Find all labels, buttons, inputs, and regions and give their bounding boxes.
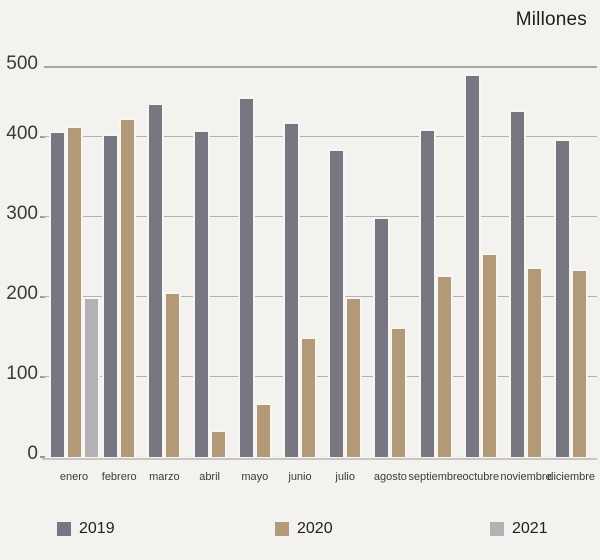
bar-2020-julio [347, 298, 361, 457]
y-axis-label: 300 [6, 202, 38, 224]
bar-2019-noviembre [511, 112, 524, 457]
bar-2020-septiembre [437, 277, 451, 457]
bar-2019-agosto [375, 218, 389, 457]
x-axis-label: abril [199, 471, 220, 483]
bar-2020-noviembre [528, 269, 541, 457]
bar-2020-diciembre [573, 270, 587, 457]
x-axis-label: agosto [373, 471, 407, 483]
bar-2020-junio [302, 338, 315, 457]
bar-2019-enero [50, 133, 64, 457]
legend-label: 2020 [297, 520, 333, 537]
bar-2020-marzo [166, 294, 180, 457]
x-axis-label: febrero [101, 471, 137, 483]
bar-2019-julio [330, 150, 344, 457]
legend-swatch [57, 522, 71, 536]
bar-2021-enero [84, 298, 98, 457]
bar-2020-enero [67, 128, 81, 457]
bar-2019-diciembre [556, 140, 570, 457]
y-axis-label: 200 [6, 282, 38, 304]
bar-2020-agosto [392, 328, 406, 457]
bar-2019-marzo [149, 105, 163, 457]
gridline [42, 375, 597, 378]
legend-label: 2021 [512, 520, 548, 537]
gridline [42, 215, 597, 218]
bar-2020-febrero [121, 119, 135, 457]
x-axis-label: junio [288, 471, 312, 483]
y-axis-label: 0 [27, 442, 38, 464]
gridline [42, 295, 597, 298]
y-axis-label: 400 [6, 122, 38, 144]
x-axis-line [42, 457, 597, 460]
x-axis-label: enero [59, 471, 89, 483]
bar-2020-abril [211, 431, 225, 457]
legend-item-2021: 2021 [490, 520, 548, 538]
bar-2020-octubre [482, 254, 496, 457]
x-axis-label: octubre [462, 471, 500, 483]
x-axis-label: marzo [149, 471, 180, 483]
legend-item-2020: 2020 [275, 520, 333, 538]
x-axis-label: julio [335, 471, 355, 483]
bar-2019-abril [194, 131, 208, 457]
x-axis-label: septiembre [408, 471, 463, 483]
bar-2019-febrero [104, 135, 118, 457]
y-axis-label: 500 [6, 52, 38, 74]
bar-2019-octubre [465, 75, 479, 457]
x-axis-label: mayo [241, 471, 269, 483]
legend-swatch [275, 522, 289, 536]
x-axis-label: diciembre [547, 471, 596, 483]
bar-2019-septiembre [420, 130, 434, 457]
legend-item-2019: 2019 [57, 520, 115, 538]
y-axis-label: 100 [6, 362, 38, 384]
legend-swatch [490, 522, 504, 536]
bar-2020-mayo [256, 404, 270, 457]
gridline [42, 135, 597, 138]
top-gridline [44, 65, 597, 68]
legend-label: 2019 [79, 520, 115, 537]
bar-2019-junio [285, 123, 298, 457]
y-axis-tick [40, 455, 45, 458]
x-axis-label: noviembre [500, 471, 552, 483]
chart-title: Millones [515, 9, 587, 30]
bar-2019-mayo [239, 98, 253, 457]
